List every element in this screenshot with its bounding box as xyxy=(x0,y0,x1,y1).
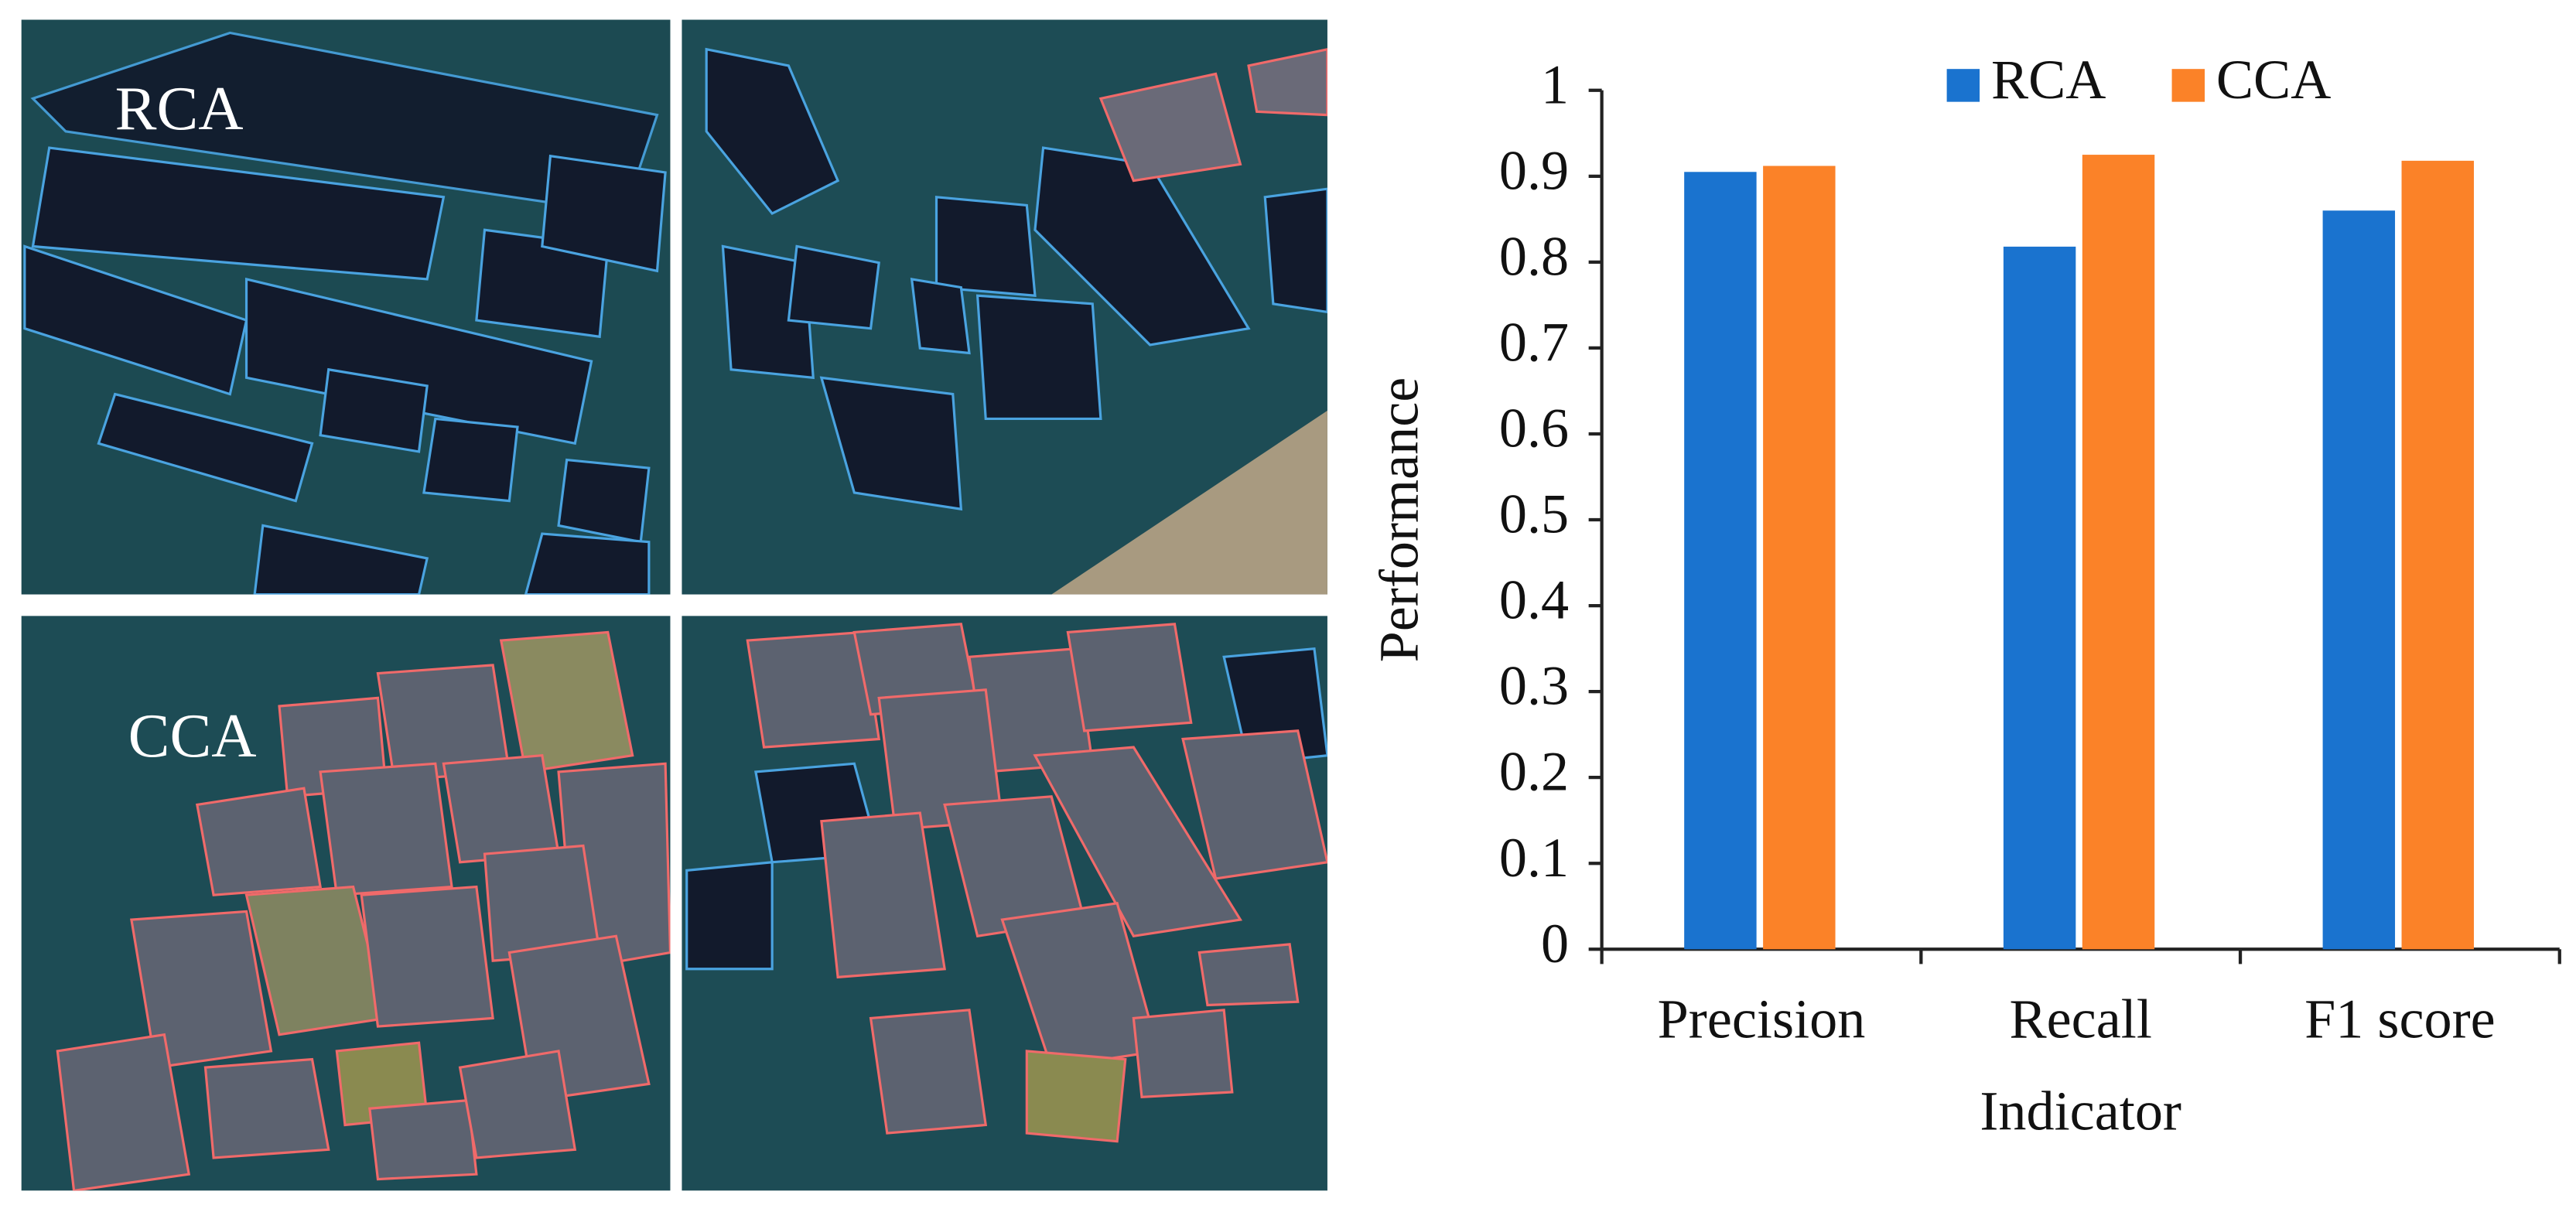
bar xyxy=(1684,172,1757,950)
y-tick-label: 0.7 xyxy=(1499,311,1569,373)
bar xyxy=(2082,155,2155,950)
satellite-image xyxy=(682,19,1327,595)
y-tick-label: 1 xyxy=(1541,53,1569,115)
x-tick-label: Recall xyxy=(2009,988,2151,1050)
y-tick-label: 0.6 xyxy=(1499,398,1569,459)
y-tick-label: 0 xyxy=(1541,913,1569,975)
legend-label: RCA xyxy=(1991,49,2106,111)
y-axis-title: Performance xyxy=(1368,377,1430,663)
bar xyxy=(2401,160,2474,950)
satellite-image: CCA xyxy=(21,616,671,1191)
bar xyxy=(2003,246,2076,950)
panel-label: CCA xyxy=(128,702,257,770)
y-tick-label: 0.5 xyxy=(1499,483,1569,545)
y-tick-label: 0.2 xyxy=(1499,741,1569,803)
y-tick-label: 0.8 xyxy=(1499,225,1569,287)
legend-swatch xyxy=(1946,69,1980,102)
legend-swatch xyxy=(2171,69,2205,102)
y-tick-label: 0.3 xyxy=(1499,655,1569,717)
panel-label: RCA xyxy=(115,74,244,143)
bar-chart: 0 0.1 0.2 0.3 0.4 0.5 0.6 0.7 0.8 0.9 1 Precision Re… xyxy=(1368,49,2561,1142)
x-tick-label: F1 score xyxy=(2304,988,2496,1050)
bar xyxy=(2322,210,2396,950)
y-tick-label: 0.4 xyxy=(1499,569,1569,631)
y-tick-label: 0.9 xyxy=(1499,139,1569,201)
y-tick-label: 0.1 xyxy=(1499,827,1569,889)
satellite-image: RCA xyxy=(21,19,671,595)
x-tick-label: Precision xyxy=(1658,988,1866,1050)
satellite-image xyxy=(682,616,1327,1191)
bar xyxy=(1763,166,1836,950)
legend-label: CCA xyxy=(2216,49,2331,111)
x-axis-title: Indicator xyxy=(1980,1080,2181,1142)
